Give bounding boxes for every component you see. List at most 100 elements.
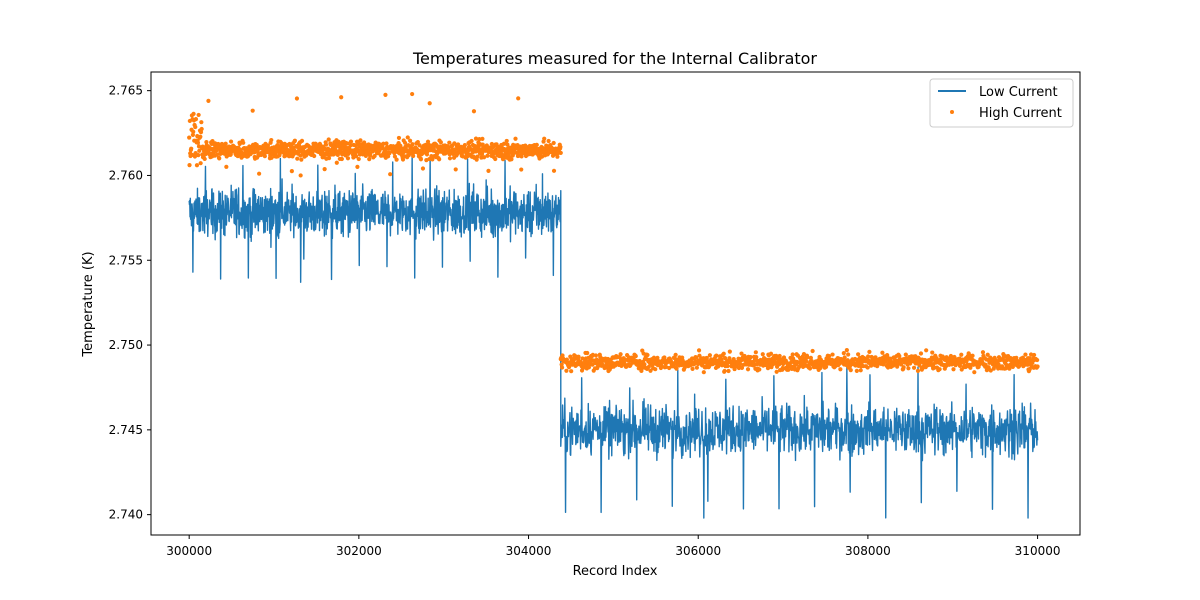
scatter-point [731, 357, 736, 362]
scatter-point [856, 352, 861, 357]
scatter-point [199, 120, 204, 125]
scatter-point [381, 141, 386, 146]
y-axis-label: Temperature (K) [81, 251, 96, 357]
scatter-point [298, 173, 303, 178]
scatter-point [250, 108, 255, 113]
scatter-point [197, 148, 202, 153]
scatter-point [898, 362, 904, 367]
scatter-point [673, 352, 678, 357]
scatter-point [637, 358, 642, 364]
scatter-point [501, 141, 507, 146]
scatter-point [576, 354, 581, 359]
chart-title: Temperatures measured for the Internal C… [412, 49, 817, 68]
scatter-point [693, 355, 699, 360]
scatter-point [911, 365, 917, 370]
scatter-point [757, 367, 762, 372]
y-tick-label: 2.745 [109, 423, 143, 437]
scatter-point [513, 136, 518, 141]
x-tick-label: 302000 [336, 544, 382, 558]
scatter-point [223, 141, 228, 146]
scatter-point [257, 171, 262, 176]
legend: Low Current High Current [929, 78, 1074, 128]
scatter-point [493, 156, 498, 162]
scatter-point [985, 352, 990, 357]
scatter-point [865, 365, 870, 370]
y-tick-label: 2.765 [109, 84, 143, 98]
scatter-point [1023, 352, 1028, 357]
scatter-point [542, 136, 547, 141]
scatter-point [830, 352, 835, 357]
scatter-point [471, 109, 477, 114]
scatter-point [189, 146, 194, 151]
scatter-point [558, 150, 563, 156]
scatter-point [727, 349, 732, 354]
scatter-point [475, 154, 480, 159]
scatter-point [345, 141, 350, 146]
scatter-point [387, 151, 392, 156]
scatter-point [353, 154, 359, 159]
scatter-point [196, 144, 202, 149]
scatter-point [196, 112, 201, 118]
scatter-point [844, 348, 849, 353]
scatter-point [639, 368, 644, 374]
scatter-point [748, 355, 753, 360]
scatter-point [356, 156, 361, 162]
scatter-point [807, 366, 813, 371]
scatter-point [410, 91, 415, 97]
scatter-point [437, 157, 442, 162]
scatter-point [447, 140, 452, 145]
scatter-point [328, 142, 333, 147]
scatter-point [1032, 352, 1037, 358]
scatter-point [348, 139, 354, 144]
scatter-point [867, 349, 872, 354]
scatter-point [804, 359, 809, 364]
scatter-point [193, 124, 198, 130]
scatter-point [1007, 366, 1012, 371]
scatter-point [519, 167, 524, 172]
plot-data-layer [187, 91, 1040, 519]
scatter-point [1035, 357, 1040, 363]
x-tick-label: 310000 [1015, 544, 1061, 558]
scatter-point [585, 350, 590, 356]
scatter-point [362, 140, 367, 145]
scatter-point [438, 140, 443, 145]
scatter-point [707, 353, 712, 358]
scatter-point [269, 155, 274, 160]
scatter-point [322, 167, 327, 172]
scatter-point [842, 355, 847, 360]
scatter-point [930, 350, 935, 355]
scatter-point [564, 357, 569, 362]
scatter-point [358, 138, 363, 143]
scatter-point [645, 352, 650, 358]
scatter-point [196, 152, 201, 158]
scatter-point [566, 365, 572, 370]
scatter-point [228, 139, 234, 144]
scatter-point [655, 355, 660, 360]
scatter-point [726, 368, 731, 374]
scatter-point [294, 96, 300, 101]
scatter-point [198, 161, 203, 166]
scatter-point [569, 369, 574, 374]
scatter-point [901, 365, 906, 370]
y-tick-label: 2.760 [109, 168, 143, 182]
scatter-point [427, 156, 432, 162]
scatter-point [848, 368, 853, 373]
scatter-point [410, 142, 415, 147]
scatter-point [204, 140, 209, 145]
scatter-point [696, 348, 702, 353]
scatter-point [388, 172, 393, 177]
scatter-point [408, 138, 413, 143]
scatter-point [480, 136, 485, 141]
scatter-point [206, 98, 211, 103]
scatter-point [198, 134, 203, 139]
scatter-point [972, 370, 977, 375]
legend-label-low-current: Low Current [979, 85, 1058, 100]
scatter-point [396, 135, 402, 141]
scatter-point [420, 166, 426, 171]
scatter-point [753, 350, 758, 355]
scatter-point [191, 129, 196, 134]
scatter-point [600, 362, 605, 368]
scatter-point [558, 144, 563, 150]
scatter-point [400, 157, 406, 162]
y-tick-label: 2.740 [109, 508, 143, 522]
